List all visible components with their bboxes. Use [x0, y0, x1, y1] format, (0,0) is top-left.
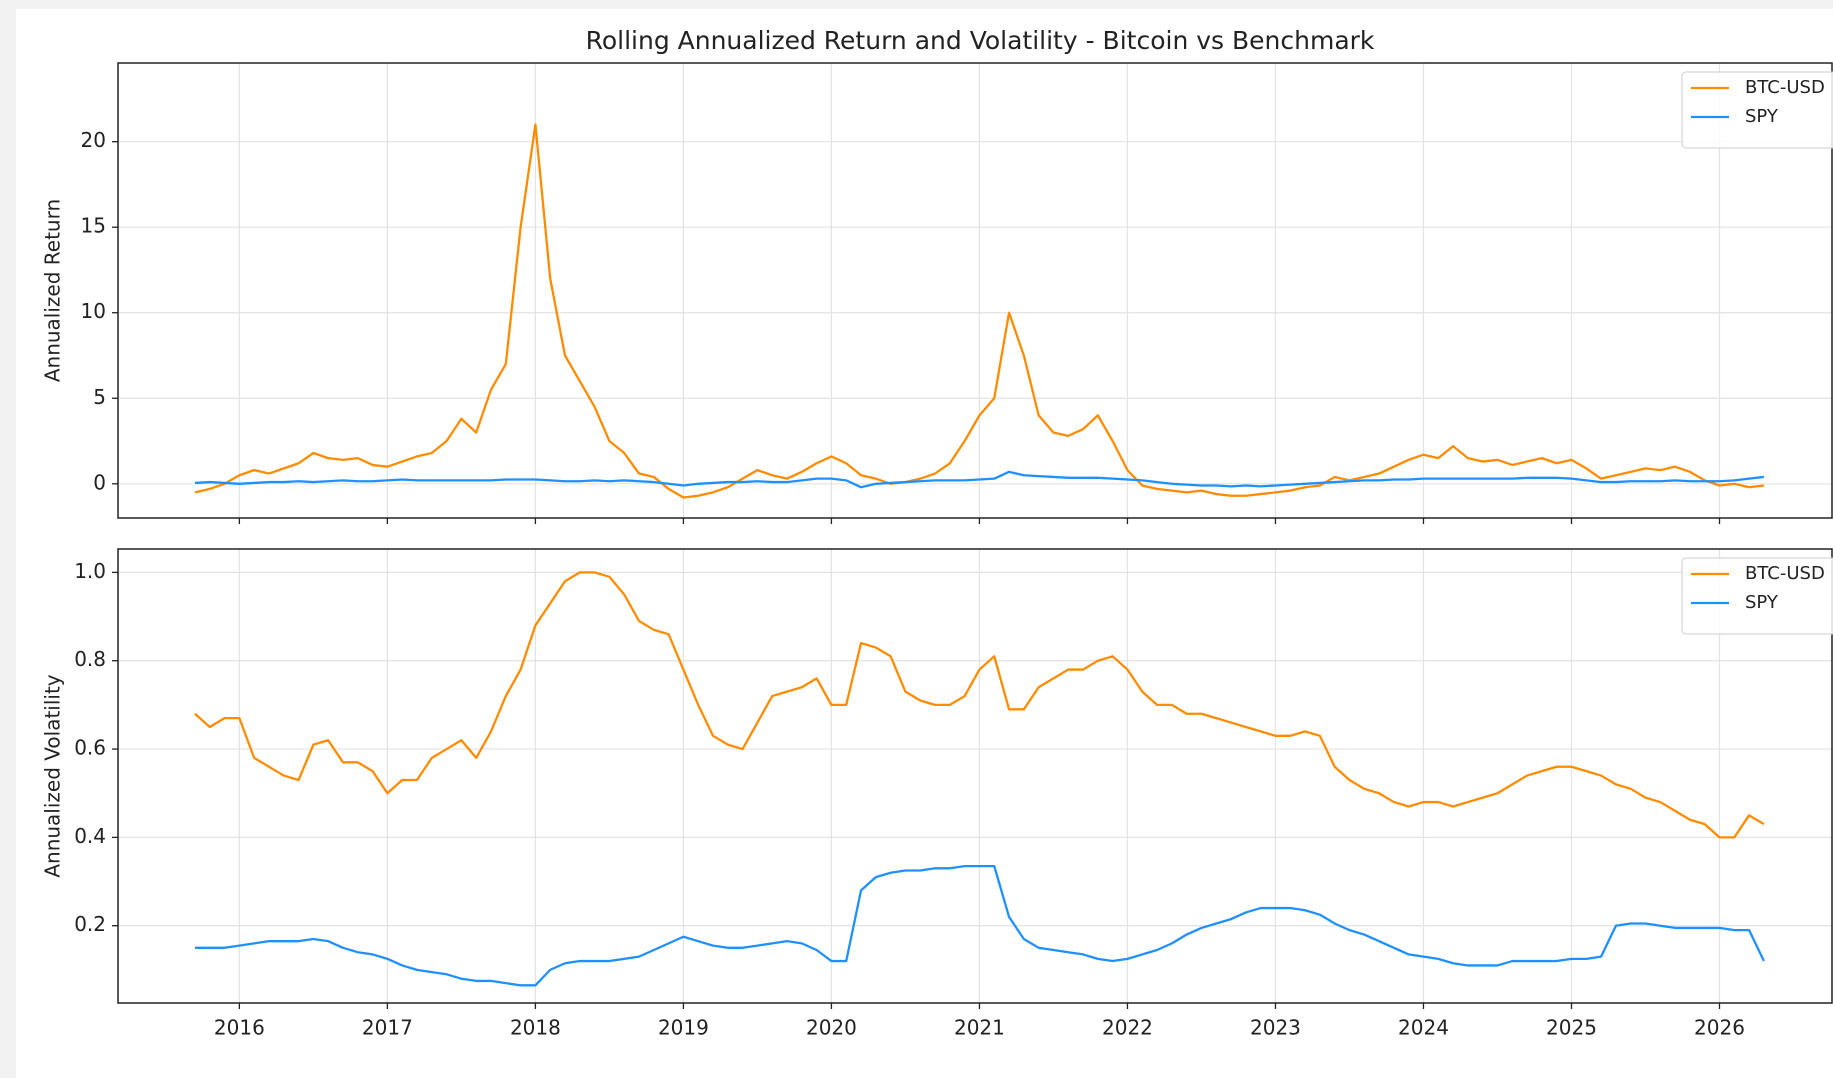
y-axis-label: Annualized Volatility	[41, 674, 65, 877]
legend-label: SPY	[1745, 106, 1779, 127]
x-tick-label: 2024	[1398, 1016, 1449, 1040]
x-tick-label: 2018	[510, 1016, 561, 1040]
series-line	[194, 864, 1765, 987]
y-tick-label: 5	[93, 385, 106, 409]
y-tick-label: 20	[81, 128, 106, 152]
y-tick-label: 0	[93, 470, 106, 494]
legend-label: BTC-USD	[1745, 563, 1825, 584]
legend-box	[1681, 71, 1833, 149]
y-axis-label: Annualized Return	[41, 199, 65, 382]
y-tick-label: 0.2	[74, 912, 106, 936]
y-tick-label: 0.6	[74, 736, 106, 760]
x-tick-label: 2020	[806, 1016, 857, 1040]
figure-background	[16, 9, 1833, 1078]
series-line	[194, 470, 1765, 489]
legend-box	[1681, 557, 1833, 635]
plot-frame	[117, 548, 1833, 1004]
y-tick-label: 1.0	[74, 559, 106, 583]
x-tick-label: 2021	[954, 1016, 1005, 1040]
y-tick-label: 15	[81, 214, 106, 238]
series-line	[194, 123, 1765, 499]
chart-title: Rolling Annualized Return and Volatility…	[586, 26, 1375, 55]
y-tick-label: 0.4	[74, 824, 106, 848]
x-tick-label: 2026	[1694, 1016, 1745, 1040]
series-line	[194, 571, 1765, 839]
legend-label: BTC-USD	[1745, 77, 1825, 98]
x-tick-label: 2023	[1250, 1016, 1301, 1040]
plot-frame	[117, 62, 1833, 519]
x-tick-label: 2016	[214, 1016, 265, 1040]
legend-label: SPY	[1745, 592, 1779, 613]
x-tick-label: 2017	[362, 1016, 413, 1040]
x-tick-label: 2019	[658, 1016, 709, 1040]
y-tick-label: 10	[81, 299, 106, 323]
y-tick-label: 0.8	[74, 647, 106, 671]
x-tick-label: 2025	[1546, 1016, 1597, 1040]
x-tick-label: 2022	[1102, 1016, 1153, 1040]
